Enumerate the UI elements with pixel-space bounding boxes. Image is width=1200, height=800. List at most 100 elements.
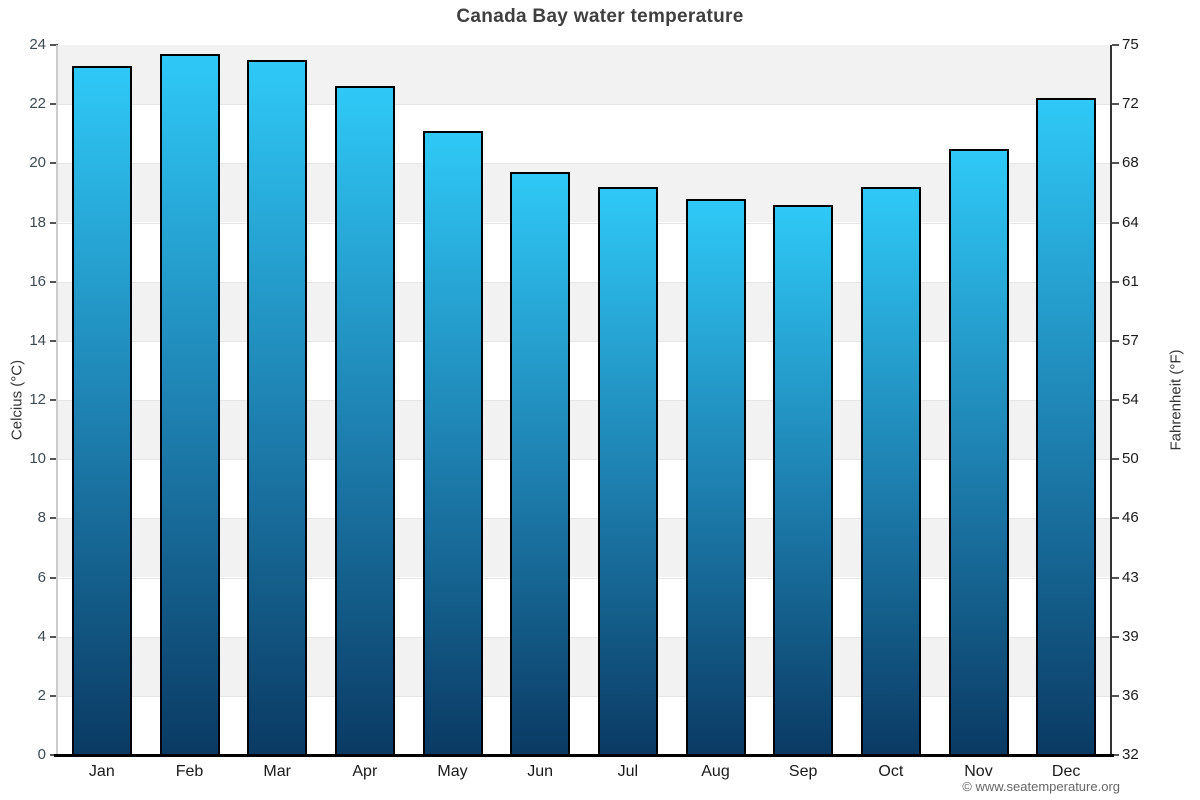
celsius-tick-label: 2 <box>37 686 46 704</box>
celsius-tick-label: 18 <box>29 213 46 231</box>
right-tick-mark <box>1112 399 1119 401</box>
celsius-tick-label: 10 <box>29 450 46 468</box>
month-label-oct: Oct <box>878 763 904 780</box>
month-label-aug: Aug <box>701 763 730 780</box>
left-tick-mark <box>50 280 58 283</box>
bar-mar <box>247 59 308 755</box>
fahrenheit-tick-label: 57 <box>1122 331 1139 349</box>
left-tick-mark <box>50 576 58 579</box>
y-gridline <box>58 636 1110 638</box>
y-gridline <box>58 400 1110 401</box>
month-label-jun: Jun <box>527 763 554 780</box>
y-gridline <box>58 518 1110 520</box>
plot-band <box>58 636 1110 696</box>
plot-band <box>58 104 1110 164</box>
y-gridline <box>58 163 1110 165</box>
left-tick-mark <box>50 635 58 638</box>
right-tick-mark <box>1112 635 1119 638</box>
y-gridline <box>58 340 1110 342</box>
bar-jun <box>510 172 571 755</box>
celsius-tick-label: 4 <box>37 627 46 645</box>
fahrenheit-tick-label: 36 <box>1122 686 1139 704</box>
month-label-apr: Apr <box>352 763 378 780</box>
right-tick-mark <box>1112 517 1119 520</box>
bar-oct <box>860 187 921 755</box>
fahrenheit-tick-label: 43 <box>1122 568 1139 586</box>
month-label-jul: Jul <box>617 763 639 780</box>
fahrenheit-tick-label: 75 <box>1122 36 1139 53</box>
left-tick-mark <box>50 44 58 46</box>
y-gridline <box>58 104 1110 106</box>
bar-jan <box>71 65 132 755</box>
plot-band <box>58 459 1110 519</box>
plot-band <box>58 340 1110 400</box>
y-gridline <box>58 577 1110 579</box>
right-tick-mark <box>1112 694 1119 697</box>
plot-band <box>58 577 1110 637</box>
bar-feb <box>159 53 220 755</box>
month-label-feb: Feb <box>175 763 204 780</box>
left-tick-mark <box>50 458 58 461</box>
right-tick-mark <box>1112 754 1119 756</box>
left-tick-mark <box>50 103 58 106</box>
fahrenheit-tick-label: 32 <box>1122 746 1139 763</box>
month-label-nov: Nov <box>964 763 993 780</box>
right-tick-mark <box>1112 103 1119 106</box>
left-tick-mark <box>50 221 58 224</box>
celsius-tick-label: 22 <box>29 95 46 113</box>
celsius-tick-label: 24 <box>29 36 46 53</box>
fahrenheit-tick-label: 39 <box>1122 627 1139 645</box>
bar-apr <box>334 86 395 755</box>
month-label-may: May <box>437 763 468 780</box>
y-gridline <box>58 459 1110 461</box>
fahrenheit-tick-label: 64 <box>1122 213 1139 231</box>
fahrenheit-tick-label: 61 <box>1122 272 1139 290</box>
month-label-dec: Dec <box>1051 763 1081 780</box>
left-tick-mark <box>50 694 58 697</box>
left-tick-mark <box>50 162 58 165</box>
celsius-tick-label: 8 <box>37 509 46 527</box>
y-gridline <box>58 281 1110 283</box>
plot-band <box>58 400 1110 460</box>
left-tick-mark <box>50 399 58 401</box>
celsius-tick-label: 14 <box>29 331 46 349</box>
bar-may <box>422 130 483 755</box>
right-tick-mark <box>1112 576 1119 579</box>
celsius-tick-label: 6 <box>37 568 46 586</box>
right-tick-mark <box>1112 458 1119 461</box>
right-axis-title: Fahrenheit (°F) <box>1167 349 1185 451</box>
left-axis-line <box>56 45 58 755</box>
copyright-text: © www.seatemperature.org <box>962 779 1120 794</box>
fahrenheit-tick-label: 46 <box>1122 509 1139 527</box>
fahrenheit-tick-label: 72 <box>1122 95 1139 113</box>
bar-nov <box>948 148 1009 755</box>
celsius-tick-label: 0 <box>37 746 46 763</box>
bar-aug <box>685 198 746 755</box>
celsius-tick-label: 16 <box>29 272 46 290</box>
y-gridline <box>58 222 1110 224</box>
left-tick-mark <box>50 517 58 520</box>
plot-band <box>58 518 1110 578</box>
fahrenheit-tick-label: 54 <box>1122 391 1139 408</box>
bar-jul <box>597 187 658 755</box>
right-tick-mark <box>1112 221 1119 224</box>
bar-sep <box>773 204 834 755</box>
plot-band <box>58 281 1110 341</box>
right-tick-mark <box>1112 44 1119 46</box>
fahrenheit-tick-label: 68 <box>1122 154 1139 172</box>
right-tick-mark <box>1112 280 1119 283</box>
celsius-tick-label: 20 <box>29 154 46 172</box>
right-tick-mark <box>1112 339 1119 342</box>
left-axis-title: Celcius (°C) <box>8 359 26 441</box>
month-label-mar: Mar <box>263 763 291 780</box>
bar-dec <box>1036 98 1097 755</box>
month-label-jan: Jan <box>88 763 115 780</box>
plot-band <box>58 45 1110 105</box>
left-tick-mark <box>50 339 58 342</box>
plot-band <box>58 222 1110 282</box>
plot-area <box>58 45 1110 755</box>
plot-band <box>58 695 1110 755</box>
chart-title: Canada Bay water temperature <box>456 6 744 27</box>
fahrenheit-tick-label: 50 <box>1122 450 1139 468</box>
